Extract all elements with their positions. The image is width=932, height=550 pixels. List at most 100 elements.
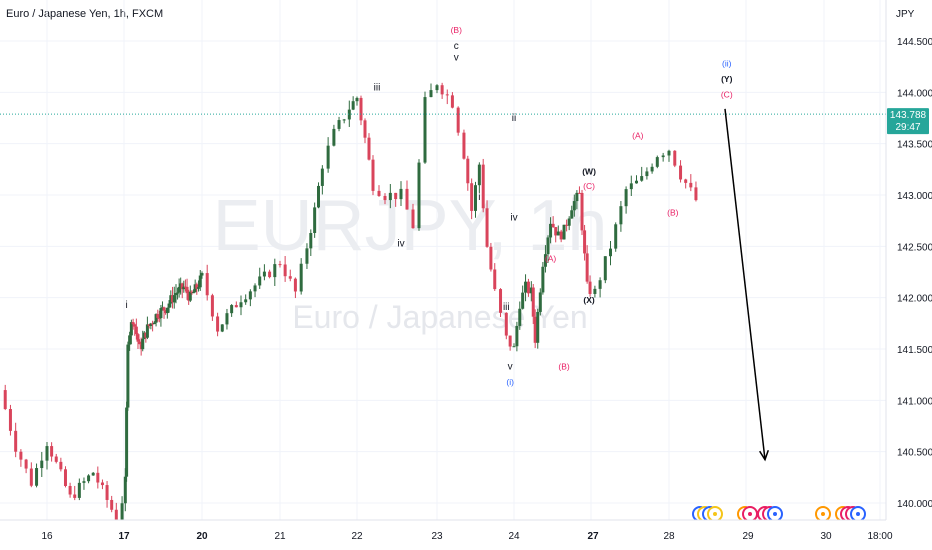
wave-labels: iiii(B)cviiiiviviiiv(i)(A)(B)(W)(C)(X)(A… bbox=[125, 25, 732, 387]
candle-body bbox=[667, 150, 671, 156]
candle-body bbox=[614, 224, 618, 249]
candle-body bbox=[185, 286, 189, 294]
candles bbox=[3, 82, 698, 530]
wave-label: (Y) bbox=[721, 74, 733, 84]
candle-body bbox=[526, 281, 530, 294]
candle-body bbox=[684, 179, 688, 183]
candle-body bbox=[244, 299, 248, 303]
projection-arrow[interactable] bbox=[724, 108, 770, 462]
x-tick-label: 30 bbox=[820, 531, 832, 542]
wave-label: (B) bbox=[451, 25, 463, 35]
wave-label: (A) bbox=[545, 254, 557, 264]
x-tick-label: 20 bbox=[196, 531, 208, 542]
candle-body bbox=[162, 307, 166, 311]
candle-body bbox=[399, 188, 403, 200]
candle-body bbox=[50, 446, 54, 457]
candle-body bbox=[278, 264, 282, 266]
candle-body bbox=[629, 183, 633, 190]
candle-body bbox=[253, 285, 257, 292]
y-tick-label: 140.500 bbox=[897, 448, 932, 459]
wave-label: i bbox=[478, 192, 480, 203]
candle-body bbox=[160, 307, 164, 309]
candle-body bbox=[3, 390, 7, 410]
candle-body bbox=[167, 303, 171, 308]
candle-body bbox=[144, 332, 148, 338]
candle-body bbox=[165, 307, 169, 314]
candle-body bbox=[518, 308, 522, 326]
candle-body bbox=[172, 295, 176, 303]
candle-body bbox=[456, 107, 460, 133]
candle-body bbox=[147, 324, 151, 326]
candle-body bbox=[332, 128, 336, 146]
candle-body bbox=[679, 165, 683, 180]
candle-body bbox=[114, 509, 118, 522]
candle-body bbox=[19, 451, 23, 460]
time-axis[interactable] bbox=[0, 520, 932, 550]
candle-body bbox=[477, 164, 481, 186]
candle-body bbox=[423, 97, 427, 163]
candle-body bbox=[521, 292, 525, 309]
price-axis[interactable] bbox=[886, 0, 932, 520]
candle-body bbox=[504, 312, 508, 336]
candle-body bbox=[445, 94, 449, 96]
candle-body bbox=[538, 292, 542, 312]
y-axis-ticks: 144.500 144.000 143.500 143.000 142.500 142.0… bbox=[897, 37, 932, 510]
wave-label: (C) bbox=[721, 89, 733, 99]
candle-body bbox=[139, 344, 143, 350]
candle-body bbox=[230, 305, 234, 314]
candle-body bbox=[96, 472, 100, 483]
candle-body bbox=[8, 409, 12, 431]
candle-body bbox=[624, 189, 628, 207]
x-tick-label: 28 bbox=[663, 531, 675, 542]
candle-body bbox=[273, 264, 277, 278]
candle-body bbox=[367, 137, 371, 160]
candle-body bbox=[570, 210, 574, 219]
candle-body bbox=[73, 494, 77, 498]
candle-body bbox=[440, 85, 444, 95]
candle-body bbox=[133, 324, 137, 327]
candle-body bbox=[156, 314, 160, 318]
price-badge-value: 143.788 bbox=[890, 110, 927, 121]
watermark-symbol: EURJPY, 1h bbox=[213, 186, 608, 266]
arrow-head bbox=[759, 449, 770, 462]
candle-body bbox=[508, 335, 512, 347]
candle-body bbox=[317, 185, 320, 208]
candle-body bbox=[63, 469, 67, 486]
event-marker-dot bbox=[821, 512, 825, 516]
candle-body bbox=[234, 305, 238, 308]
candle-body bbox=[145, 324, 149, 338]
candle-body bbox=[619, 206, 623, 225]
candle-body bbox=[138, 341, 142, 345]
candle-body bbox=[481, 164, 485, 209]
candle-body bbox=[572, 201, 576, 211]
candle-body bbox=[485, 208, 489, 247]
candle-body bbox=[450, 95, 454, 108]
currency-label: JPY bbox=[896, 9, 915, 20]
candle-body bbox=[585, 253, 589, 282]
wave-label: (ii) bbox=[722, 59, 732, 69]
candle-body bbox=[77, 482, 81, 498]
candle-body bbox=[531, 287, 535, 317]
grid bbox=[0, 0, 886, 520]
candle-body bbox=[363, 120, 367, 138]
candle-body bbox=[515, 325, 519, 347]
candle-body bbox=[411, 209, 415, 229]
candle-body bbox=[347, 109, 351, 120]
candle-body bbox=[210, 295, 214, 317]
candle-body bbox=[40, 460, 44, 469]
candle-body bbox=[529, 287, 533, 294]
event-markers[interactable] bbox=[692, 506, 866, 522]
candle-body bbox=[188, 291, 192, 301]
candle-body bbox=[359, 97, 363, 121]
candle-body bbox=[377, 190, 381, 196]
candle-body bbox=[417, 162, 421, 229]
candle-body bbox=[551, 223, 555, 228]
candle-body bbox=[142, 332, 146, 339]
wave-label: (i) bbox=[506, 377, 514, 387]
y-tick-label: 144.000 bbox=[897, 88, 932, 99]
candle-body bbox=[549, 223, 553, 238]
wave-label: iv bbox=[510, 213, 517, 224]
candle-body bbox=[661, 155, 665, 158]
candle-body bbox=[176, 292, 180, 294]
